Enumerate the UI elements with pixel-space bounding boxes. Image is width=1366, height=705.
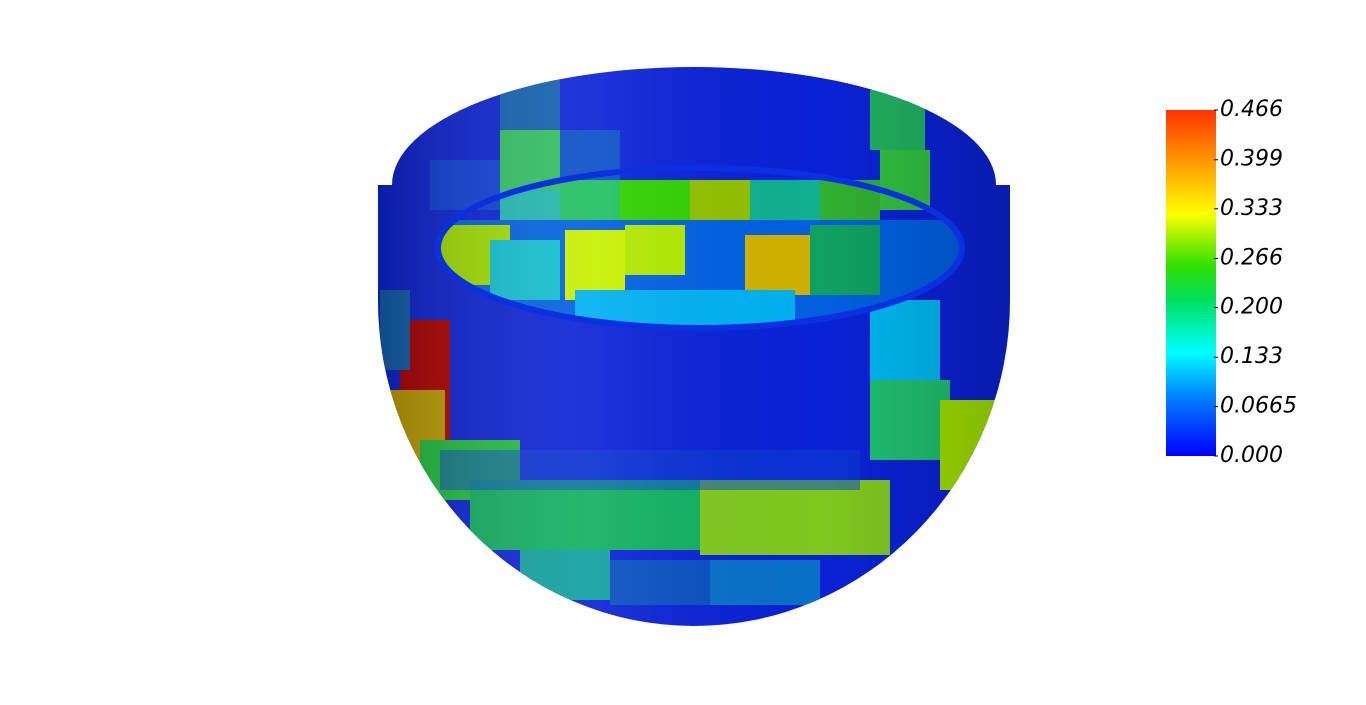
tick-label: 0.133 xyxy=(1220,344,1283,369)
colorbar-ticks: 0.466 0.399 0.333 0.266 0.200 0.133 0.0665 0.00… xyxy=(1214,97,1297,468)
tick-label: 0.000 xyxy=(1220,443,1283,468)
tick-label: 0.200 xyxy=(1220,295,1283,320)
tick-label: 0.266 xyxy=(1220,245,1283,270)
tick-label: 0.333 xyxy=(1220,196,1283,221)
tick-label: 0.0665 xyxy=(1220,394,1297,419)
colorbar xyxy=(1166,110,1216,456)
bowl-surface xyxy=(378,67,1010,626)
tick-label: 0.466 xyxy=(1220,97,1283,122)
tick-label: 0.399 xyxy=(1220,147,1283,172)
